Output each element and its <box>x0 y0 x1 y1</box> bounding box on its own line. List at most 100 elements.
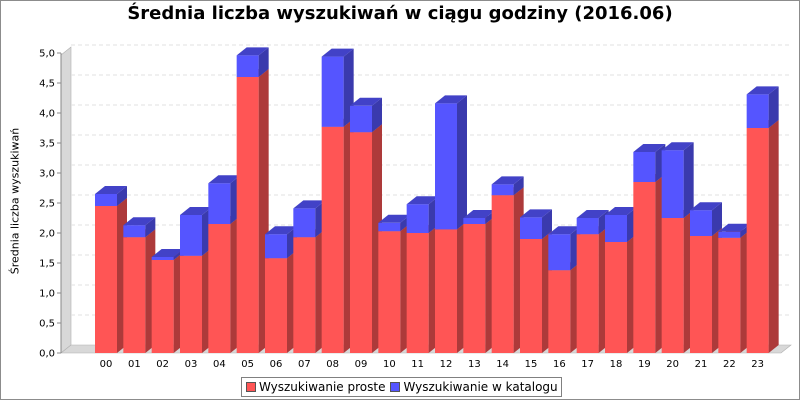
bar-simple-search <box>718 229 751 353</box>
bar-simple-search-front <box>633 182 656 353</box>
x-tick-label: 11 <box>411 359 424 370</box>
bar-catalog-search-front <box>265 234 287 259</box>
x-tick-label: 15 <box>525 359 538 370</box>
bar-catalog-search <box>548 226 581 271</box>
bar-catalog-search <box>406 196 439 233</box>
bar-simple-search-front <box>435 229 457 353</box>
chart-title: Średnia liczba wyszukiwań w ciągu godzin… <box>127 3 673 24</box>
x-tick-label: 13 <box>468 359 481 370</box>
bar-catalog-search-front <box>463 218 486 224</box>
bar-simple-search <box>236 69 269 353</box>
bar-simple-search-front <box>95 206 117 353</box>
bar-simple-search <box>435 221 467 353</box>
bar-catalog-search-front <box>123 225 146 238</box>
bar-simple-search-front <box>321 126 344 353</box>
x-tick-label: 10 <box>383 359 396 370</box>
bar-catalog-search-side <box>683 142 694 218</box>
bar-catalog-search-front <box>520 217 542 239</box>
bar-catalog-search-top <box>491 176 524 185</box>
bar-catalog-search-top <box>463 210 496 218</box>
bar-simple-search-front <box>746 128 769 353</box>
bar-simple-search-front <box>605 242 627 353</box>
bar-simple-search-front <box>236 77 259 353</box>
y-tick-label: 5,0 <box>39 49 55 60</box>
bar-simple-search <box>463 216 496 353</box>
bar-catalog-search-front <box>180 215 202 256</box>
bar-catalog-search <box>633 144 666 182</box>
bar-catalog-search-side <box>372 97 382 133</box>
bar-simple-search-front <box>208 224 231 353</box>
chart-legend: Wyszukiwanie proste Wyszukiwanie w katal… <box>241 377 562 397</box>
x-tick-label: 04 <box>213 359 226 370</box>
bar-simple-search-front <box>690 236 712 353</box>
bar-catalog-search <box>661 142 694 218</box>
bar-catalog-search-top <box>208 175 241 184</box>
bar-catalog-search <box>491 176 524 196</box>
bar-catalog-search <box>236 47 269 77</box>
x-tick-label: 17 <box>581 359 594 370</box>
x-tick-label: 20 <box>666 359 679 370</box>
bar-catalog-search-top <box>406 196 439 205</box>
bar-simple-search <box>350 124 382 353</box>
bar-simple-search <box>378 223 411 353</box>
bar-simple-search <box>123 229 156 353</box>
bar-catalog-search <box>123 217 156 238</box>
bar-catalog-search-front <box>321 56 344 127</box>
bar-catalog-search <box>350 97 382 133</box>
bar-catalog-search <box>435 95 467 230</box>
bar-catalog-search-front <box>633 152 656 182</box>
bar-simple-search-front <box>576 234 599 353</box>
bar-catalog-search-top <box>690 202 722 211</box>
bar-simple-search-front <box>661 218 684 353</box>
bar-catalog-search <box>605 207 637 242</box>
bar-catalog-search <box>576 210 609 235</box>
bar-catalog-search-top <box>746 86 779 95</box>
bar-catalog-search-top <box>435 95 467 104</box>
y-tick-label: 1,5 <box>39 259 55 270</box>
bar-catalog-search-front <box>208 183 231 224</box>
bar-catalog-search <box>690 202 722 236</box>
bar-simple-search <box>520 231 552 353</box>
legend-label-catalog-search: Wyszukiwanie w katalogu <box>403 380 558 394</box>
bar-simple-search <box>293 229 326 353</box>
bar-catalog-search-front <box>350 105 372 133</box>
bar-simple-search-front <box>406 233 429 353</box>
x-tick-label: 08 <box>326 359 339 370</box>
x-tick-label: 06 <box>270 359 283 370</box>
x-tick-label: 22 <box>723 359 736 370</box>
bar-catalog-search-top <box>378 214 411 223</box>
x-tick-label: 19 <box>638 359 651 370</box>
bar-catalog-search-side <box>457 95 467 230</box>
x-tick-label: 23 <box>751 359 764 370</box>
bar-simple-search-front <box>491 195 514 353</box>
bar-catalog-search-front <box>605 215 627 242</box>
x-tick-label: 16 <box>553 359 566 370</box>
bar-simple-search-front <box>378 231 401 353</box>
bar-catalog-search-top <box>265 226 297 235</box>
bar-catalog-search-side <box>712 202 722 236</box>
bar-catalog-search-top <box>718 223 751 232</box>
bar-simple-search-front <box>718 237 741 353</box>
bar-catalog-search-front <box>746 94 769 128</box>
x-tick-label: 21 <box>695 359 708 370</box>
bar-catalog-search <box>180 207 212 256</box>
y-tick-label: 1,0 <box>39 289 55 300</box>
bar-simple-search <box>491 187 524 353</box>
bar-simple-search-front <box>293 237 316 353</box>
x-tick-label: 09 <box>355 359 368 370</box>
x-tick-label: 05 <box>241 359 254 370</box>
bar-catalog-search-top <box>661 142 694 151</box>
x-tick-label: 07 <box>298 359 311 370</box>
bar-catalog-search-side <box>117 186 127 206</box>
legend-label-simple-search: Wyszukiwanie proste <box>259 380 386 394</box>
y-tick-label: 0,0 <box>39 349 55 360</box>
bar-catalog-search-top <box>151 249 184 257</box>
bar-catalog-search-front <box>718 231 741 238</box>
bar-simple-search <box>576 226 609 353</box>
x-tick-label: 03 <box>185 359 198 370</box>
bar-catalog-search <box>746 86 779 128</box>
bar-catalog-search-side <box>768 86 779 128</box>
bar-catalog-search-front <box>293 208 316 238</box>
